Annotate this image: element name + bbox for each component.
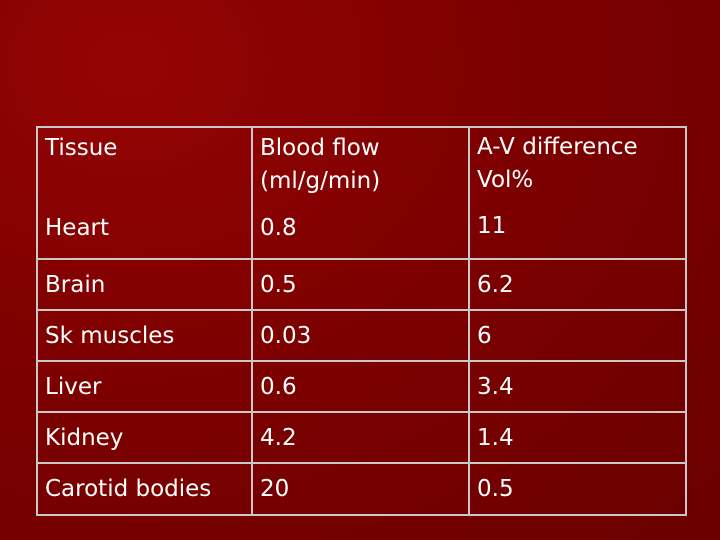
cell-blood-flow: 0.8 — [251, 207, 470, 260]
table-row: Carotid bodies 20 0.5 — [36, 462, 687, 516]
header-tissue: Tissue — [36, 126, 253, 207]
table-row: Sk muscles 0.03 6 — [36, 309, 687, 362]
header-blood-flow-line1: Blood flow — [260, 135, 380, 161]
cell-tissue: Liver — [36, 360, 253, 413]
header-blood-flow: Blood flow (ml/g/min) — [251, 126, 470, 207]
cell-av-difference: 3.4 — [468, 360, 687, 413]
cell-av-difference: 0.5 — [468, 462, 687, 516]
cell-blood-flow: 4.2 — [251, 411, 470, 464]
header-av-difference: A-V difference Vol% — [468, 126, 687, 207]
header-av-line1: A-V difference — [477, 134, 638, 160]
cell-av-difference: 11 — [468, 207, 687, 260]
table-header-row: Tissue Blood flow (ml/g/min) A-V differe… — [36, 126, 687, 207]
cell-av-difference: 6 — [468, 309, 687, 362]
cell-tissue: Brain — [36, 258, 253, 311]
cell-tissue: Kidney — [36, 411, 253, 464]
cell-av-difference: 1.4 — [468, 411, 687, 464]
cell-blood-flow: 0.5 — [251, 258, 470, 311]
cell-blood-flow: 20 — [251, 462, 470, 516]
header-tissue-label: Tissue — [45, 135, 118, 161]
cell-av-difference: 6.2 — [468, 258, 687, 311]
blood-flow-table: Tissue Blood flow (ml/g/min) A-V differe… — [36, 126, 687, 516]
table-row: Brain 0.5 6.2 — [36, 258, 687, 311]
header-blood-flow-line2: (ml/g/min) — [260, 168, 381, 194]
cell-tissue: Carotid bodies — [36, 462, 253, 516]
header-av-line2: Vol% — [477, 167, 534, 193]
table-row-highlighted: Kidney 4.2 1.4 — [36, 411, 687, 464]
table-row: Liver 0.6 3.4 — [36, 360, 687, 413]
cell-blood-flow: 0.03 — [251, 309, 470, 362]
cell-tissue: Sk muscles — [36, 309, 253, 362]
table-row: Heart 0.8 11 — [36, 207, 687, 260]
cell-tissue: Heart — [36, 207, 253, 260]
cell-blood-flow: 0.6 — [251, 360, 470, 413]
